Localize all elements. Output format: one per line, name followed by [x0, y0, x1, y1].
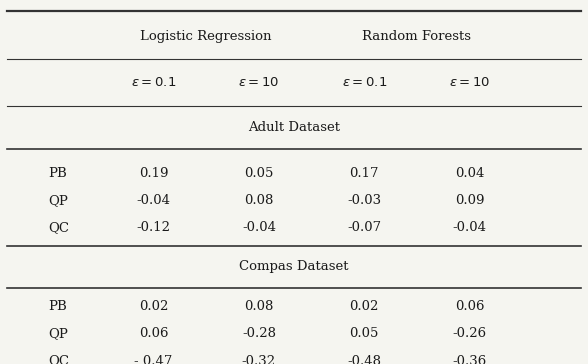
- Text: 0.08: 0.08: [244, 300, 273, 313]
- Text: -0.48: -0.48: [348, 355, 381, 364]
- Text: 0.06: 0.06: [455, 300, 485, 313]
- Text: -0.07: -0.07: [347, 221, 381, 234]
- Text: $\epsilon = 0.1$: $\epsilon = 0.1$: [342, 76, 387, 89]
- Text: Adult Dataset: Adult Dataset: [248, 120, 340, 134]
- Text: QP: QP: [48, 328, 68, 340]
- Text: -0.26: -0.26: [453, 328, 487, 340]
- Text: 0.17: 0.17: [349, 167, 379, 180]
- Text: 0.06: 0.06: [139, 328, 168, 340]
- Text: $\epsilon = 10$: $\epsilon = 10$: [449, 76, 490, 89]
- Text: 0.08: 0.08: [244, 194, 273, 207]
- Text: -0.04: -0.04: [136, 194, 171, 207]
- Text: -0.03: -0.03: [347, 194, 381, 207]
- Text: Compas Dataset: Compas Dataset: [239, 260, 349, 273]
- Text: 0.02: 0.02: [139, 300, 168, 313]
- Text: $\epsilon = 10$: $\epsilon = 10$: [238, 76, 279, 89]
- Text: 0.02: 0.02: [349, 300, 379, 313]
- Text: QC: QC: [48, 355, 69, 364]
- Text: 0.09: 0.09: [455, 194, 485, 207]
- Text: -0.12: -0.12: [136, 221, 171, 234]
- Text: QP: QP: [48, 194, 68, 207]
- Text: PB: PB: [48, 300, 67, 313]
- Text: -0.04: -0.04: [453, 221, 486, 234]
- Text: 0.04: 0.04: [455, 167, 485, 180]
- Text: PB: PB: [48, 167, 67, 180]
- Text: $\epsilon = 0.1$: $\epsilon = 0.1$: [131, 76, 176, 89]
- Text: -0.28: -0.28: [242, 328, 276, 340]
- Text: Logistic Regression: Logistic Regression: [141, 30, 272, 43]
- Text: - 0.47: - 0.47: [135, 355, 173, 364]
- Text: 0.05: 0.05: [349, 328, 379, 340]
- Text: -0.32: -0.32: [242, 355, 276, 364]
- Text: 0.05: 0.05: [244, 167, 273, 180]
- Text: 0.19: 0.19: [139, 167, 168, 180]
- Text: QC: QC: [48, 221, 69, 234]
- Text: -0.04: -0.04: [242, 221, 276, 234]
- Text: -0.36: -0.36: [452, 355, 487, 364]
- Text: Random Forests: Random Forests: [362, 30, 472, 43]
